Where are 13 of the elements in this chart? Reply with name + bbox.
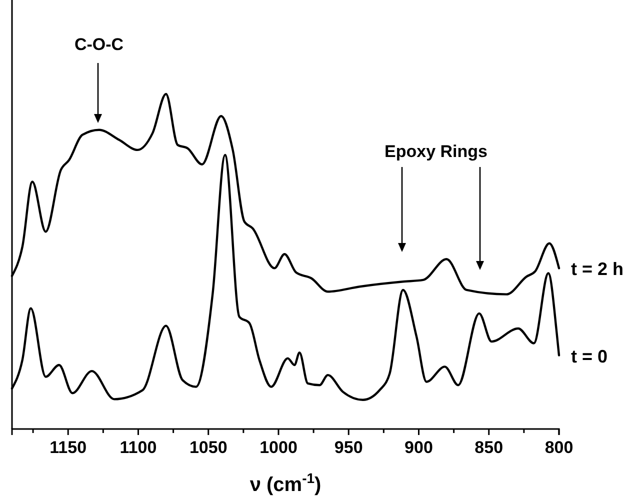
x-tick-label: 1050 — [189, 438, 228, 458]
x-tick-label: 900 — [404, 438, 433, 458]
series-label: t = 0 — [571, 346, 608, 366]
x-tick-label: 1000 — [260, 438, 298, 458]
series-label: t = 2 h — [571, 259, 624, 280]
x-tick-label: 1100 — [120, 438, 157, 458]
annotation: Epoxy Rings — [384, 142, 488, 161]
x-tick-label: 1150 — [50, 438, 87, 458]
text: C-O-C — [74, 35, 124, 54]
x-axis-title: ν (cm$^{-1}$) — [250, 470, 322, 496]
x-tick-label: 800 — [544, 438, 574, 458]
x-tick-label: 850 — [474, 438, 504, 458]
x-tick-label: 950 — [334, 438, 363, 458]
